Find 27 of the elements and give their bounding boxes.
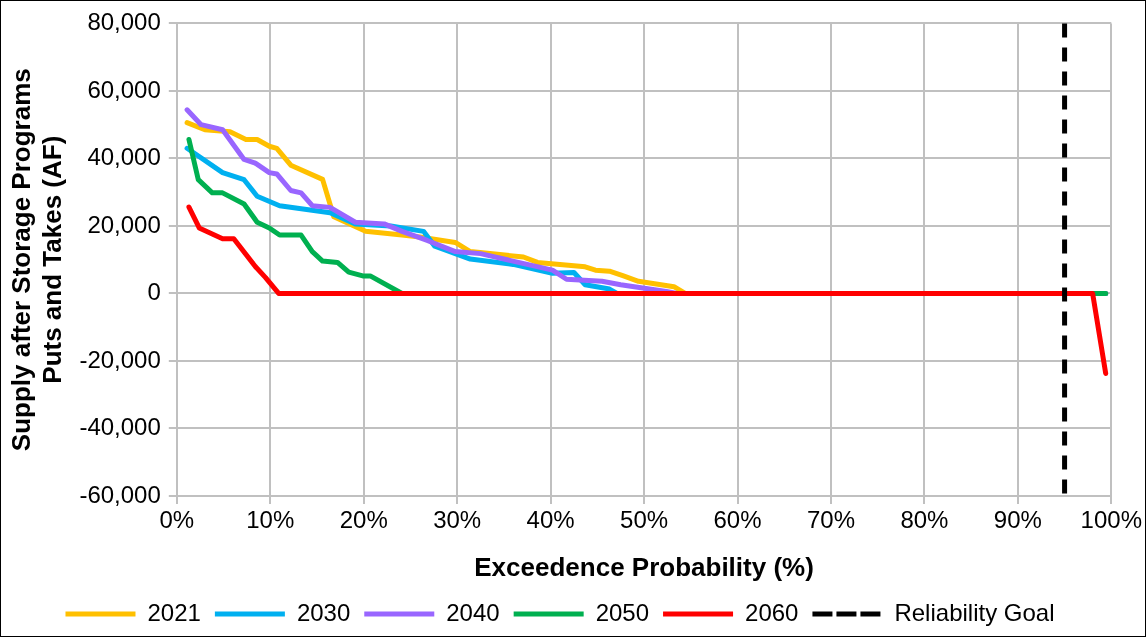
y-tick-label: 60,000 [87, 75, 161, 103]
y-tick-label: 0 [147, 278, 161, 306]
legend-label: Reliability Goal [894, 598, 1055, 626]
y-tick-label: -40,000 [79, 413, 161, 441]
legend-label: 2040 [446, 598, 500, 626]
y-tick-label: 20,000 [87, 210, 161, 238]
x-tick-label: 60% [713, 506, 762, 534]
legend-label: 2021 [147, 598, 201, 626]
y-tick-label: 80,000 [87, 8, 161, 36]
x-tick-label: 100% [1080, 506, 1142, 534]
x-tick-label: 50% [620, 506, 669, 534]
x-tick-label: 70% [806, 506, 855, 534]
y-tick-label: -60,000 [79, 480, 161, 508]
y-tick-label: 40,000 [87, 143, 161, 171]
y-tick-label: -20,000 [79, 345, 161, 373]
legend-label: 2050 [595, 598, 650, 626]
x-axis-title: Exceedence Probability (%) [474, 551, 814, 582]
legend-label: 2030 [296, 598, 351, 626]
y-axis-title: Supply after Storage Programs Puts and Takes (AF) [5, 68, 67, 452]
x-tick-label: 90% [993, 506, 1042, 534]
x-tick-label: 20% [339, 506, 388, 534]
x-tick-label: 10% [246, 506, 295, 534]
x-tick-label: 0% [159, 506, 195, 534]
x-tick-label: 30% [433, 506, 482, 534]
x-tick-label: 40% [526, 506, 575, 534]
legend-label: 2060 [745, 598, 799, 626]
x-tick-label: 80% [900, 506, 949, 534]
